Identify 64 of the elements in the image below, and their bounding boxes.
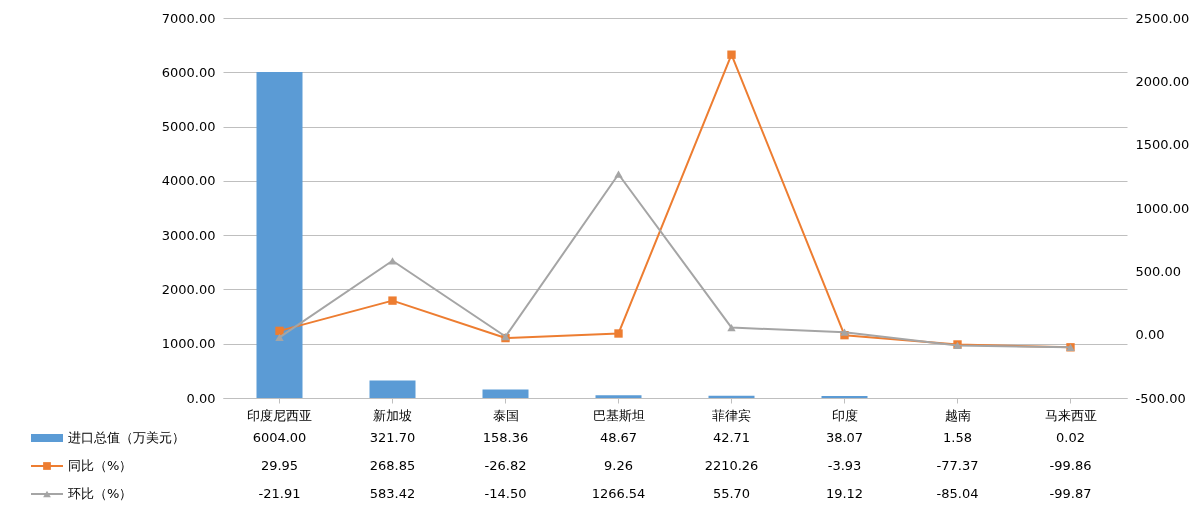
x-tick-label: 越南 [944, 407, 971, 423]
y-tick-label: 3000.00 [161, 227, 216, 243]
y-tick-label: 1000.00 [161, 336, 216, 352]
bar [595, 395, 642, 398]
data-label: -14.50 [484, 486, 527, 501]
x-tick-label: 马来西亚 [1044, 407, 1097, 423]
x-tick-label: 新加坡 [373, 407, 412, 423]
bar [482, 389, 529, 398]
x-tick-label: 印度尼西亚 [247, 407, 312, 423]
y-tick-label: 5000.00 [161, 119, 216, 135]
bar [256, 72, 303, 398]
legend-label: 同比（%） [68, 458, 133, 473]
legend-label: 环比（%） [68, 486, 133, 501]
data-label: -3.93 [827, 458, 862, 473]
data-label: -85.04 [936, 486, 979, 501]
legend-label: 进口总值（万美元） [68, 430, 185, 445]
y2-tick-label: 500.00 [1135, 263, 1181, 279]
data-label: 55.70 [712, 486, 751, 501]
point [727, 50, 736, 59]
point [388, 296, 397, 305]
data-label: 268.85 [369, 458, 416, 473]
data-label: -99.87 [1049, 486, 1092, 501]
data-label: 158.36 [482, 430, 529, 445]
y-tick-label: 4000.00 [161, 173, 216, 189]
data-label: 19.12 [825, 486, 864, 501]
data-label: 48.67 [599, 430, 638, 445]
y2-tick-label: -500.00 [1135, 390, 1186, 406]
data-label: -21.91 [258, 486, 301, 501]
data-label: 38.07 [825, 430, 864, 445]
y-tick-label: 0.00 [186, 390, 216, 406]
point [388, 257, 397, 265]
point [275, 326, 284, 336]
point [614, 170, 623, 178]
y-tick-label: 6000.00 [161, 64, 216, 80]
bar [821, 395, 868, 398]
data-label: 9.26 [604, 458, 633, 473]
data-label: 0.02 [1056, 430, 1085, 445]
point [840, 328, 849, 336]
data-label: 1266.54 [591, 486, 646, 501]
data-label: 2210.26 [704, 458, 759, 473]
x-tick-label: 菲律宾 [712, 407, 751, 423]
point [275, 333, 284, 342]
y-tick-label: 7000.00 [161, 10, 216, 26]
data-label: -99.86 [1049, 458, 1092, 473]
data-label: -77.37 [936, 458, 979, 473]
y2-tick-label: 1500.00 [1135, 137, 1190, 153]
x-tick-label: 印度 [831, 407, 858, 423]
x-tick-label: 泰国 [492, 407, 519, 423]
y2-tick-label: 2000.00 [1135, 73, 1190, 89]
data-label: 42.71 [712, 430, 751, 445]
y-tick-label: 2000.00 [161, 281, 216, 297]
point [614, 329, 623, 338]
x-tick-label: 巴基斯坦 [592, 407, 645, 423]
data-label: 29.95 [260, 458, 299, 473]
y2-tick-label: 0.00 [1135, 327, 1165, 343]
data-label: 583.42 [369, 486, 416, 501]
y2-tick-label: 1000.00 [1135, 200, 1190, 216]
data-label: -26.82 [484, 458, 527, 473]
data-label: 1.58 [943, 430, 972, 445]
y2-tick-label: 2500.00 [1135, 10, 1190, 26]
data-label: 6004.00 [252, 430, 307, 445]
data-label: 321.70 [369, 430, 416, 445]
point [727, 323, 736, 332]
bar [369, 380, 416, 398]
